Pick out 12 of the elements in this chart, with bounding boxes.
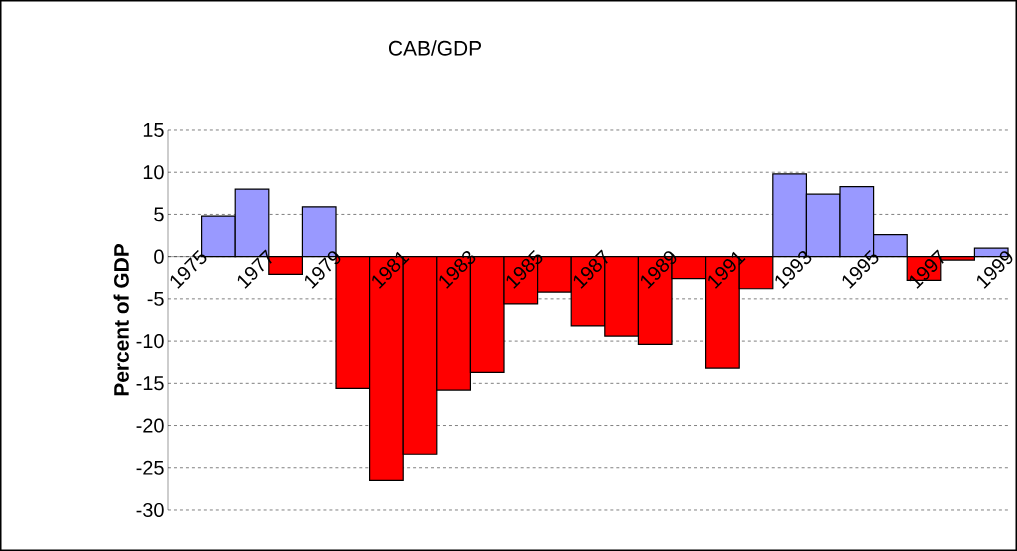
- y-tick-label: 5: [154, 207, 164, 222]
- y-tick-label: -30: [136, 502, 164, 518]
- y-tick-label: 0: [154, 249, 164, 264]
- y-tick-label: 10: [143, 165, 164, 180]
- y-tick-label: -15: [136, 376, 164, 391]
- y-tick-label: -20: [136, 418, 164, 433]
- chart-title: CAB/GDP: [388, 40, 481, 56]
- y-tick-label: -10: [136, 334, 164, 349]
- y-tick-label: 15: [143, 123, 164, 137]
- y-tick-label: -25: [136, 460, 164, 475]
- y-axis-title: Percent of GDP: [113, 244, 129, 396]
- y-tick-label: -5: [147, 291, 164, 306]
